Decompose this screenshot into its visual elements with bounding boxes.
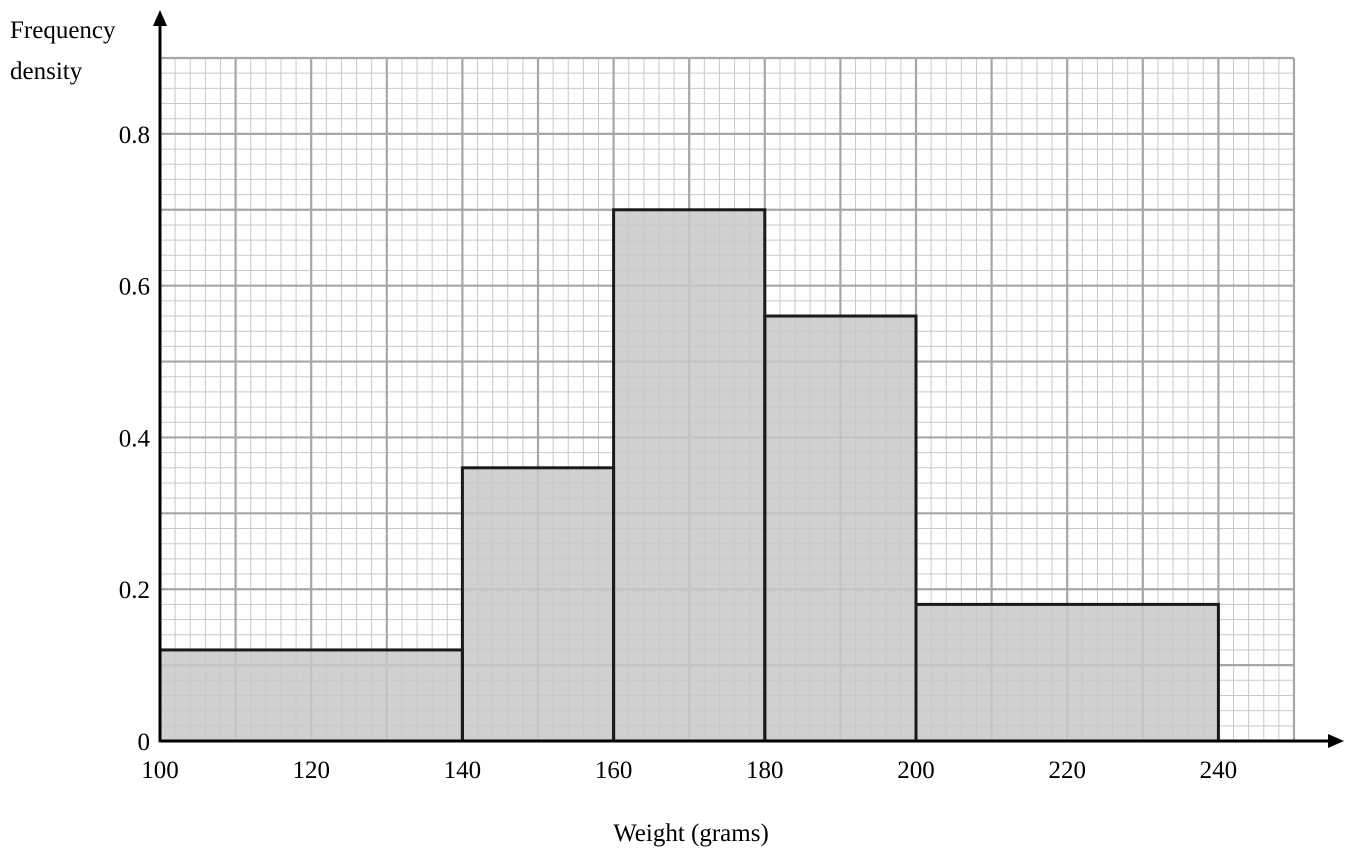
x-axis-arrow bbox=[1328, 734, 1344, 748]
x-axis-label: Weight (grams) bbox=[613, 820, 769, 847]
x-tick-label: 220 bbox=[1048, 757, 1086, 784]
x-tick-label: 180 bbox=[746, 757, 784, 784]
x-tick-label: 140 bbox=[444, 757, 482, 784]
x-tick-label: 240 bbox=[1200, 757, 1238, 784]
y-tick-label: 0.6 bbox=[119, 274, 150, 301]
y-tick-label: 0.8 bbox=[119, 122, 150, 149]
tick-labels: 100 120 140 160 180 200 220 240 0 0.2 0.4 0.6 0.8 bbox=[119, 122, 1237, 784]
y-tick-label: 0.4 bbox=[119, 425, 151, 452]
y-axis-arrow bbox=[153, 10, 167, 26]
histogram-bar-200-240 bbox=[916, 604, 1219, 741]
histogram-bar-160-180 bbox=[613, 209, 765, 741]
histogram-bar-180-200 bbox=[764, 316, 916, 741]
x-tick-label: 200 bbox=[897, 757, 935, 784]
y-axis-label-line-2: density bbox=[10, 58, 83, 85]
y-axis-label-line-1: Frequency bbox=[10, 17, 116, 44]
histogram-bar-100-140 bbox=[160, 649, 463, 741]
x-tick-label: 120 bbox=[292, 757, 330, 784]
histogram-bar-140-160 bbox=[462, 467, 614, 741]
histogram-bars bbox=[158, 208, 1220, 743]
x-tick-label: 160 bbox=[595, 757, 633, 784]
axes bbox=[153, 10, 1344, 748]
y-tick-label: 0.2 bbox=[119, 577, 150, 604]
y-tick-label: 0 bbox=[138, 729, 151, 756]
x-tick-label: 100 bbox=[141, 757, 179, 784]
